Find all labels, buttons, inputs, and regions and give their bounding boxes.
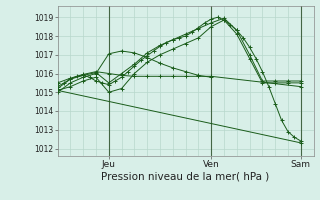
- X-axis label: Pression niveau de la mer( hPa ): Pression niveau de la mer( hPa ): [101, 172, 270, 182]
